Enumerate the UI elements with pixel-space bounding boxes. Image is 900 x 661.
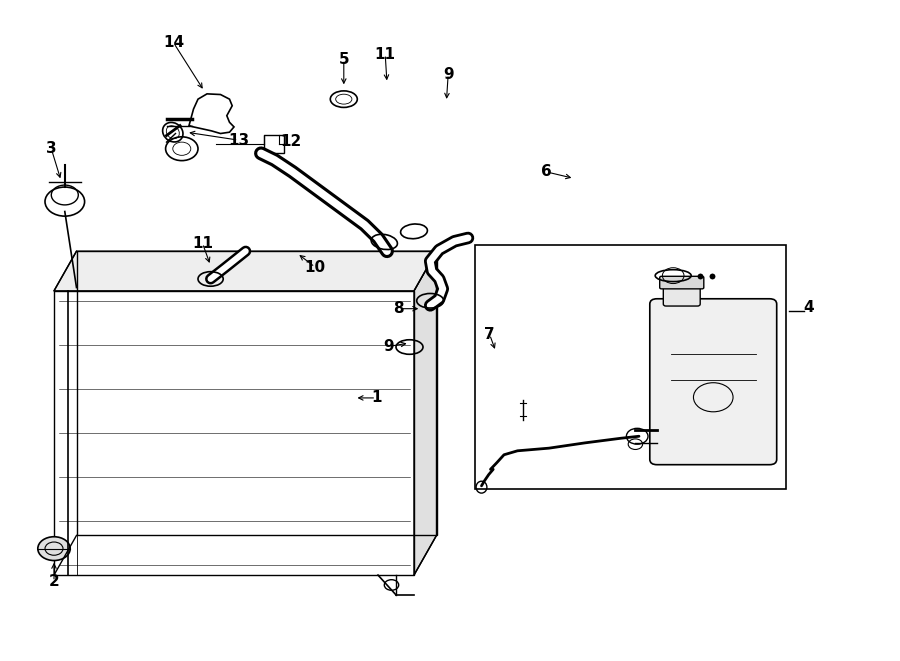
Text: 11: 11 — [192, 236, 213, 251]
Polygon shape — [54, 251, 436, 291]
FancyBboxPatch shape — [660, 276, 704, 289]
Text: 11: 11 — [374, 47, 396, 61]
Text: 6: 6 — [541, 165, 552, 179]
Text: 8: 8 — [393, 301, 404, 316]
Text: 4: 4 — [804, 300, 814, 315]
Circle shape — [38, 537, 70, 561]
Text: 13: 13 — [228, 133, 249, 147]
Text: 3: 3 — [46, 141, 57, 156]
Text: 5: 5 — [338, 52, 349, 67]
FancyBboxPatch shape — [663, 286, 700, 306]
Text: 9: 9 — [383, 339, 394, 354]
Text: 7: 7 — [484, 327, 495, 342]
Bar — [475, 245, 786, 489]
Text: 2: 2 — [49, 574, 59, 589]
FancyBboxPatch shape — [650, 299, 777, 465]
Text: 9: 9 — [443, 67, 454, 81]
Text: 1: 1 — [371, 391, 382, 405]
Text: 14: 14 — [163, 36, 184, 50]
Polygon shape — [414, 251, 436, 575]
Text: 12: 12 — [281, 134, 302, 149]
Text: 10: 10 — [304, 260, 326, 274]
